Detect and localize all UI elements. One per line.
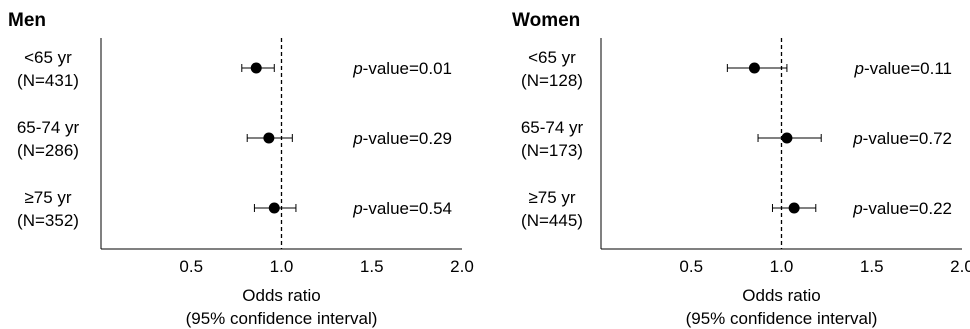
x-axis-label: (95% confidence interval) [186, 309, 378, 328]
row-sample-size: (N=286) [17, 141, 79, 160]
p-value-label: p-value=0.11 [853, 59, 952, 78]
row-label: <65 yr [24, 48, 72, 67]
row-sample-size: (N=431) [17, 71, 79, 90]
x-tick-label: 1.5 [860, 257, 884, 276]
p-value-italic-p: p [853, 59, 863, 78]
row-sample-size: (N=445) [521, 211, 583, 230]
row-label: <65 yr [528, 48, 576, 67]
row-sample-size: (N=173) [521, 141, 583, 160]
p-value-italic-p: p [352, 199, 362, 218]
panel-title: Women [512, 10, 580, 31]
x-tick-label: 2.0 [950, 257, 970, 276]
odds-ratio-point [788, 202, 800, 214]
x-tick-label: 0.5 [179, 257, 203, 276]
row-label: ≥75 yr [528, 188, 575, 207]
p-value-italic-p: p [352, 129, 362, 148]
x-tick-label: 1.0 [270, 257, 294, 276]
p-value-label: p-value=0.22 [852, 199, 952, 218]
odds-ratio-point [263, 132, 275, 144]
p-value-italic-p: p [852, 199, 862, 218]
x-tick-label: 0.5 [679, 257, 703, 276]
p-value-text: -value=0.54 [363, 199, 452, 218]
p-value-label: p-value=0.01 [352, 59, 452, 78]
row-label: 65-74 yr [521, 118, 584, 137]
p-value-text: -value=0.22 [863, 199, 952, 218]
row-sample-size: (N=352) [17, 211, 79, 230]
p-value-text: -value=0.11 [864, 59, 952, 78]
odds-ratio-point [268, 202, 280, 214]
row-label: 65-74 yr [17, 118, 80, 137]
p-value-label: p-value=0.72 [852, 129, 952, 148]
odds-ratio-point [781, 132, 793, 144]
p-value-label: p-value=0.54 [352, 199, 452, 218]
p-value-text: -value=0.72 [863, 129, 952, 148]
p-value-italic-p: p [352, 59, 362, 78]
odds-ratio-point [748, 62, 760, 74]
p-value-text: -value=0.29 [363, 129, 452, 148]
panel-title: Men [8, 10, 46, 31]
odds-ratio-point [250, 62, 262, 74]
x-axis-label: (95% confidence interval) [686, 309, 878, 328]
x-tick-label: 1.0 [770, 257, 794, 276]
x-axis-label: Odds ratio [242, 286, 320, 305]
x-tick-label: 1.5 [360, 257, 384, 276]
panel-men: Men 0.5 1.0 1.5 2.0 Odds ratio (95% confidence… [8, 10, 474, 328]
p-value-italic-p: p [852, 129, 862, 148]
x-axis-label: Odds ratio [742, 286, 820, 305]
p-value-text: -value=0.01 [363, 59, 452, 78]
row-sample-size: (N=128) [521, 71, 583, 90]
row-label: ≥75 yr [24, 188, 71, 207]
p-value-label: p-value=0.29 [352, 129, 452, 148]
x-tick-label: 2.0 [450, 257, 474, 276]
panel-women: Women 0.5 1.0 1.5 2.0 Odds ratio (95% confiden… [512, 10, 970, 328]
